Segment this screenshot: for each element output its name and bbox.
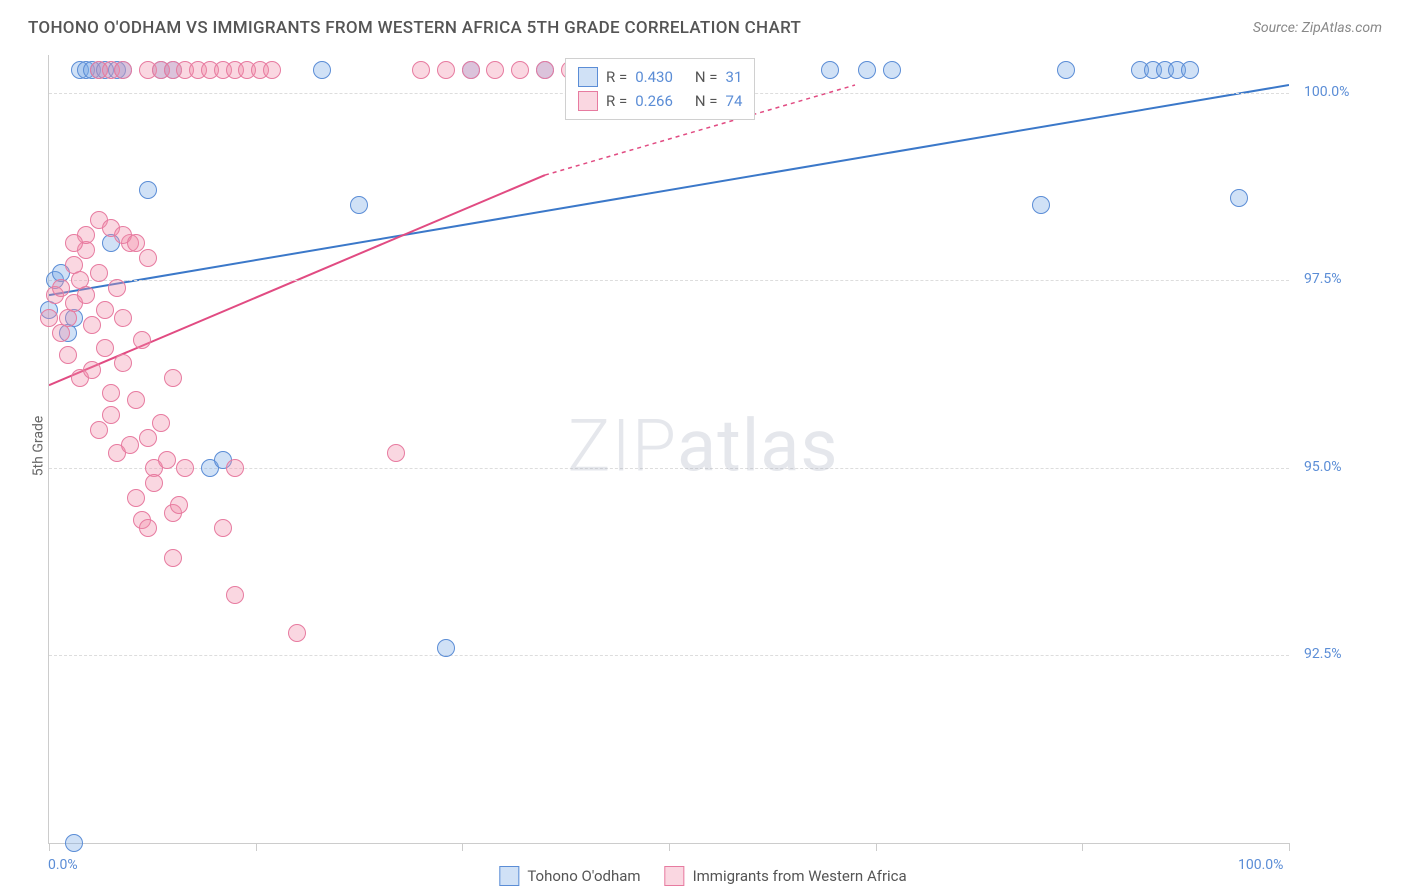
y-tick-label: 97.5% (1304, 271, 1342, 287)
data-point (883, 61, 901, 79)
data-point (114, 309, 132, 327)
data-point (164, 369, 182, 387)
y-tick-label: 100.0% (1304, 84, 1349, 100)
data-point (102, 384, 120, 402)
data-point (96, 339, 114, 357)
data-point (1181, 61, 1199, 79)
gridline (49, 655, 1289, 656)
data-point (412, 61, 430, 79)
data-point (511, 61, 529, 79)
data-point (313, 61, 331, 79)
source-attribution: Source: ZipAtlas.com (1253, 20, 1382, 36)
legend-row: R = 0.430N = 31 (578, 65, 742, 89)
data-point (59, 346, 77, 364)
data-point (65, 234, 83, 252)
trend-lines (49, 55, 1289, 843)
data-point (139, 519, 157, 537)
data-point (437, 61, 455, 79)
data-point (127, 234, 145, 252)
data-point (263, 61, 281, 79)
legend-item: Tohono O'odham (499, 866, 640, 886)
data-point (214, 519, 232, 537)
data-point (83, 361, 101, 379)
data-point (226, 586, 244, 604)
data-point (77, 286, 95, 304)
y-tick-label: 95.0% (1304, 459, 1342, 475)
data-point (52, 279, 70, 297)
x-tick (1082, 843, 1083, 851)
x-tick (256, 843, 257, 851)
data-point (114, 354, 132, 372)
legend-label: Tohono O'odham (527, 867, 640, 885)
data-point (350, 196, 368, 214)
data-point (102, 406, 120, 424)
series-legend: Tohono O'odham Immigrants from Western Af… (499, 866, 906, 886)
legend-row: R = 0.266N = 74 (578, 89, 742, 113)
legend-swatch (578, 67, 598, 87)
data-point (462, 61, 480, 79)
data-point (226, 459, 244, 477)
x-tick (49, 843, 50, 851)
legend-swatch (578, 91, 598, 111)
data-point (1057, 61, 1075, 79)
data-point (1230, 189, 1248, 207)
data-point (40, 309, 58, 327)
data-point (108, 279, 126, 297)
data-point (486, 61, 504, 79)
data-point (158, 451, 176, 469)
legend-label: Immigrants from Western Africa (693, 867, 907, 885)
data-point (121, 436, 139, 454)
plot-area (48, 55, 1289, 844)
data-point (65, 834, 83, 852)
data-point (139, 181, 157, 199)
chart-title: TOHONO O'ODHAM VS IMMIGRANTS FROM WESTER… (28, 18, 801, 38)
data-point (90, 421, 108, 439)
data-point (437, 639, 455, 657)
data-point (858, 61, 876, 79)
data-point (139, 429, 157, 447)
legend-swatch (499, 866, 519, 886)
data-point (83, 316, 101, 334)
data-point (164, 549, 182, 567)
legend-swatch (665, 866, 685, 886)
data-point (288, 624, 306, 642)
x-tick (1289, 843, 1290, 851)
data-point (133, 331, 151, 349)
data-point (387, 444, 405, 462)
data-point (176, 459, 194, 477)
data-point (139, 249, 157, 267)
x-tick (876, 843, 877, 851)
x-tick (669, 843, 670, 851)
y-axis-label: 5th Grade (30, 416, 46, 477)
data-point (170, 496, 188, 514)
data-point (96, 301, 114, 319)
data-point (1032, 196, 1050, 214)
data-point (127, 489, 145, 507)
data-point (152, 414, 170, 432)
y-tick-label: 92.5% (1304, 646, 1342, 662)
x-tick-label: 100.0% (1238, 857, 1283, 873)
legend-item: Immigrants from Western Africa (665, 866, 907, 886)
data-point (536, 61, 554, 79)
data-point (821, 61, 839, 79)
data-point (127, 391, 145, 409)
data-point (90, 264, 108, 282)
data-point (114, 61, 132, 79)
correlation-legend: R = 0.430N = 31R = 0.266N = 74 (565, 58, 755, 120)
x-tick-label: 0.0% (48, 857, 78, 873)
gridline (49, 280, 1289, 281)
data-point (145, 474, 163, 492)
x-tick (462, 843, 463, 851)
